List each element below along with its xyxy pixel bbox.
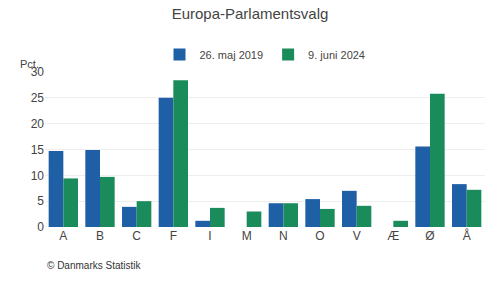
svg-text:O: O xyxy=(315,229,324,243)
svg-text:I: I xyxy=(208,229,211,243)
svg-text:C: C xyxy=(132,229,141,243)
svg-text:F: F xyxy=(170,229,177,243)
svg-text:Ø: Ø xyxy=(425,229,434,243)
svg-text:B: B xyxy=(96,229,104,243)
svg-text:26. maj 2019: 26. maj 2019 xyxy=(200,49,264,61)
svg-text:9. juni 2024: 9. juni 2024 xyxy=(308,49,365,61)
svg-text:Europa-Parlamentsvalg: Europa-Parlamentsvalg xyxy=(172,5,329,22)
svg-text:M: M xyxy=(242,229,252,243)
svg-text:V: V xyxy=(353,229,361,243)
svg-text:Æ: Æ xyxy=(387,229,399,243)
svg-text:0: 0 xyxy=(37,220,44,234)
svg-text:10: 10 xyxy=(31,169,45,183)
svg-text:25: 25 xyxy=(31,91,45,105)
svg-text:© Danmarks Statistik: © Danmarks Statistik xyxy=(47,260,142,271)
svg-text:20: 20 xyxy=(31,117,45,131)
svg-text:5: 5 xyxy=(37,194,44,208)
svg-text:N: N xyxy=(279,229,288,243)
svg-text:Å: Å xyxy=(463,228,471,243)
svg-text:A: A xyxy=(59,229,67,243)
svg-text:30: 30 xyxy=(31,65,45,79)
svg-text:Pct.: Pct. xyxy=(20,58,39,70)
svg-text:15: 15 xyxy=(31,143,45,157)
